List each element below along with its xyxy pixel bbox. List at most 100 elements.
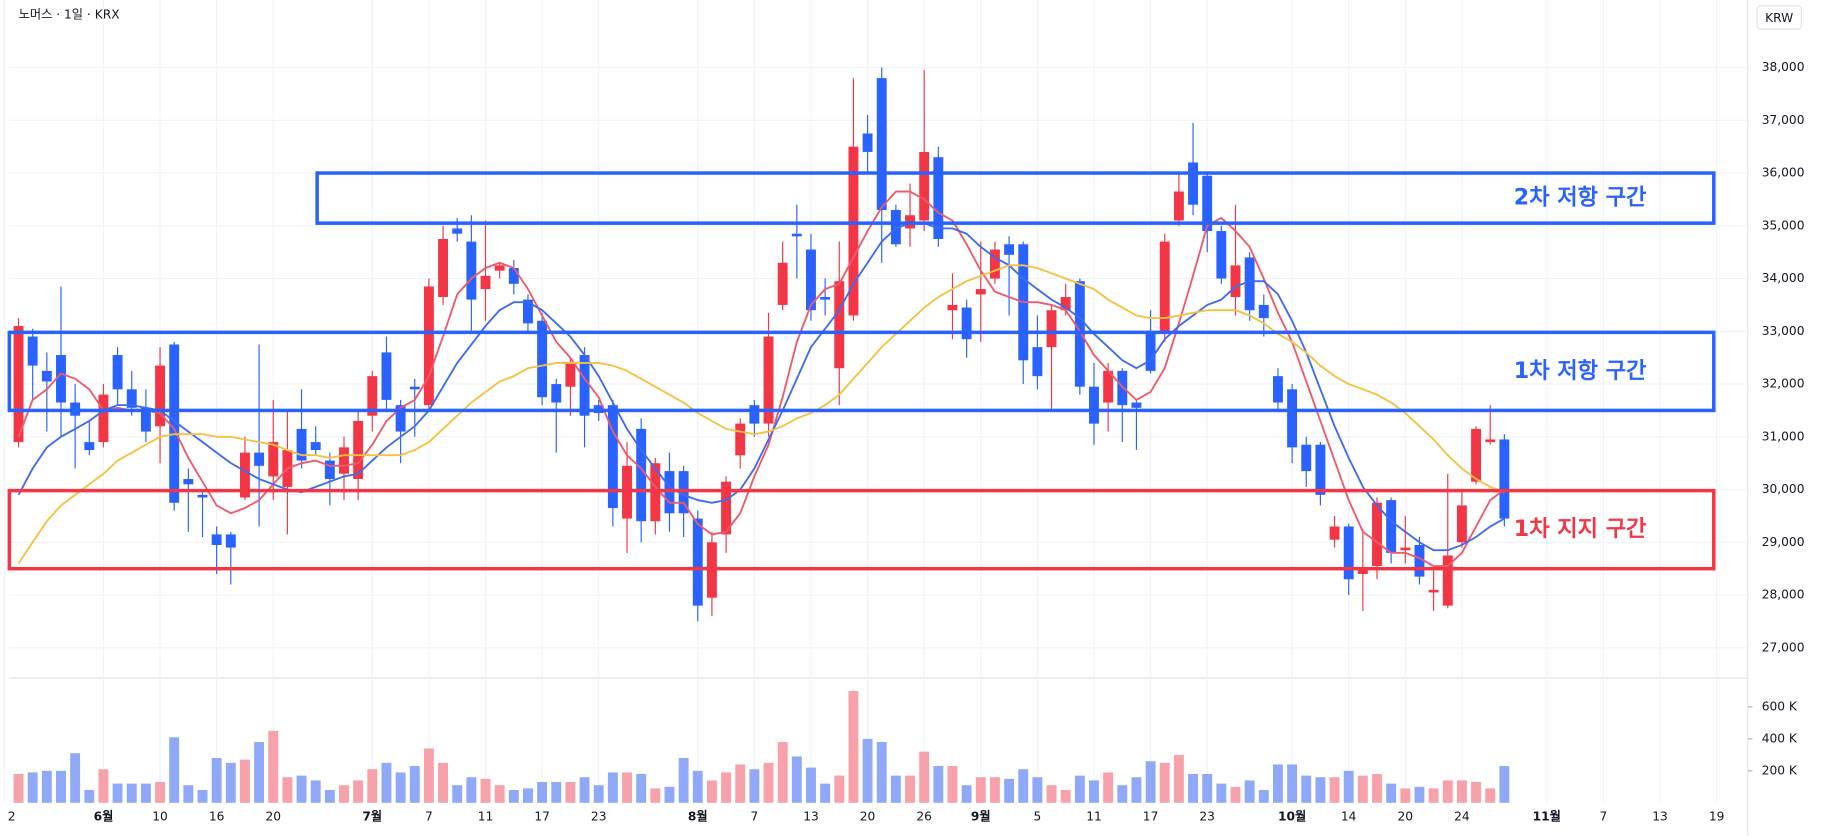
candle-body — [310, 442, 321, 450]
candle-body — [13, 326, 24, 443]
x-tick-label: 7 — [750, 809, 758, 823]
candle-body — [1428, 589, 1439, 593]
candle-body — [523, 299, 533, 324]
candle-body — [381, 352, 392, 400]
candle-body — [508, 267, 519, 284]
volume-bar — [84, 790, 95, 803]
x-tick-label: 23 — [1199, 809, 1215, 823]
volume-bar — [70, 753, 81, 803]
volume-bar — [268, 730, 279, 803]
volume-tick-label: 200 K — [1762, 763, 1798, 777]
volume-bar — [197, 790, 208, 803]
y-tick-label: 36,000 — [1762, 166, 1805, 180]
grid — [3, 0, 1748, 803]
candle-body — [1315, 444, 1326, 495]
candle-body — [1499, 439, 1510, 519]
candle-body — [41, 370, 52, 382]
x-tick-label: 11 — [1086, 809, 1102, 823]
currency-badge[interactable] — [1756, 5, 1802, 30]
volume-bar — [1343, 770, 1354, 803]
x-tick-label: 23 — [591, 809, 607, 823]
volume-bar — [1103, 772, 1114, 803]
zone-label: 1차 지지 구간 — [1514, 516, 1647, 542]
candle-body — [862, 133, 873, 152]
volume-bar — [1117, 785, 1128, 803]
y-tick-label: 27,000 — [1762, 640, 1805, 654]
volume-bar — [1272, 764, 1283, 803]
candle-body — [1343, 526, 1354, 580]
volume-bar — [254, 742, 265, 803]
candle-body — [353, 420, 364, 480]
volume-bar — [1301, 775, 1312, 803]
candle-body — [140, 407, 151, 432]
volume-bar — [1230, 786, 1241, 803]
y-tick-label: 30,000 — [1762, 482, 1805, 496]
candle-body — [1357, 568, 1368, 574]
volume-bar — [1315, 777, 1326, 803]
candle-body — [1301, 444, 1312, 472]
volume-tick-label: 600 K — [1762, 699, 1798, 713]
candle-body — [876, 78, 887, 210]
volume-bar — [678, 758, 689, 803]
candle-body — [1004, 244, 1015, 255]
volume-bar — [692, 770, 703, 803]
x-tick-label: 11 — [478, 809, 494, 823]
y-tick-label: 28,000 — [1762, 588, 1805, 602]
volume-bar — [296, 775, 307, 803]
volume-bar — [1131, 777, 1142, 803]
candle-body — [749, 405, 760, 424]
volume-bar — [126, 783, 137, 803]
volume-bar — [1032, 777, 1043, 803]
volume-bar — [989, 777, 1000, 803]
volume-bar — [1400, 788, 1411, 803]
candle-body — [1159, 241, 1170, 334]
volume-bar — [395, 772, 406, 803]
volume-bar — [876, 742, 887, 803]
candle-body — [254, 452, 265, 466]
candle-body — [183, 479, 194, 485]
y-tick-label: 29,000 — [1762, 535, 1805, 549]
volume-bar — [140, 783, 151, 803]
x-tick-label: 2 — [8, 809, 16, 823]
x-tick-label: 14 — [1341, 809, 1357, 823]
volume-bar — [1258, 790, 1269, 803]
candle-body — [919, 151, 930, 221]
candle-body — [1216, 231, 1227, 279]
candle-body — [565, 362, 576, 387]
volume-bar — [905, 775, 915, 803]
volume-bar — [706, 780, 717, 803]
volume-bar — [339, 785, 349, 803]
candle-body — [989, 249, 1000, 279]
volume-bar — [1357, 775, 1368, 803]
candle-body — [1244, 257, 1255, 311]
volume-bar — [735, 764, 746, 803]
candle-body — [933, 157, 944, 239]
zone-label: 1차 저항 구간 — [1514, 358, 1647, 384]
candle-body — [975, 289, 986, 295]
candle-body — [1230, 265, 1241, 298]
volume-bar — [1428, 788, 1439, 803]
candle-body — [1456, 505, 1467, 543]
y-tick-label: 37,000 — [1762, 113, 1805, 127]
volume-bar — [13, 774, 24, 803]
zone-label: 2차 저항 구간 — [1514, 185, 1647, 211]
candle-body — [890, 209, 901, 245]
volume-bar — [1202, 774, 1213, 803]
volume-bar — [664, 786, 675, 803]
candle-body — [1202, 175, 1213, 232]
volume-bar — [890, 775, 901, 803]
candle-body — [56, 355, 66, 403]
volume-bar — [1060, 790, 1071, 803]
volume-bar — [1456, 780, 1467, 803]
candle-body — [155, 365, 165, 427]
volume-bar — [1074, 775, 1085, 803]
x-tick-label: 20 — [265, 809, 281, 823]
candle-body — [239, 452, 250, 498]
volume-bar — [183, 785, 194, 803]
zone-box — [7, 330, 1716, 413]
volume-bar — [622, 772, 632, 803]
x-tick-label: 20 — [1398, 809, 1414, 823]
candle-body — [607, 405, 618, 509]
candle-body — [1117, 370, 1128, 406]
